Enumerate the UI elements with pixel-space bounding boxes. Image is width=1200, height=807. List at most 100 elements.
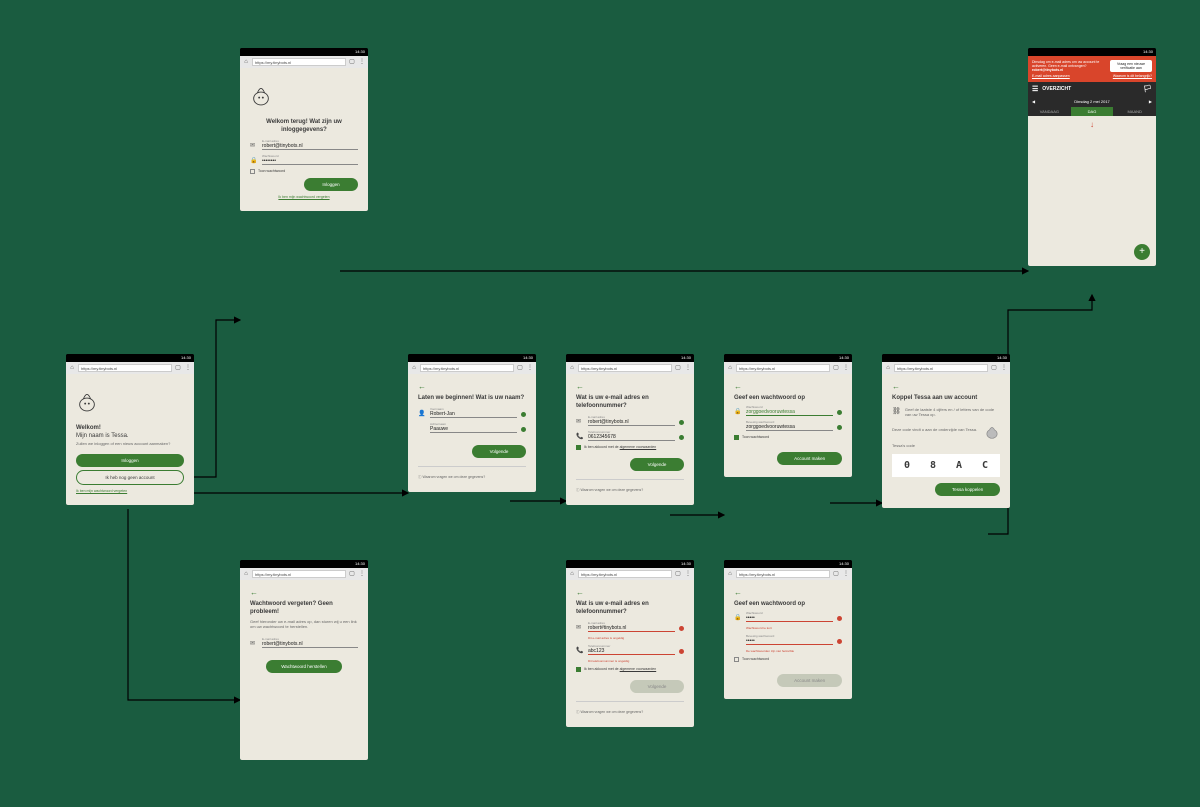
url-bar[interactable]: https://my.tinybots.nl	[578, 570, 672, 578]
next-button[interactable]: Volgende	[630, 458, 684, 471]
info-link[interactable]: ⓘ Waarom vragen we om deze gegevens?	[576, 479, 684, 493]
title: Wachtwoord vergeten? Geen probleem!	[250, 601, 358, 617]
info-link[interactable]: ⓘ Waarom vragen we om deze gegevens?	[576, 701, 684, 715]
url-bar[interactable]: https://my.tinybots.nl	[736, 364, 830, 372]
back-icon[interactable]: ←	[576, 382, 684, 391]
email-icon: ✉	[576, 418, 584, 426]
tabs-icon[interactable]: ▢	[674, 570, 682, 578]
next-button[interactable]: Volgende	[472, 445, 526, 458]
home-icon[interactable]: ⌂	[242, 570, 250, 578]
password-field[interactable]: Wachtwoord••••••••	[262, 154, 358, 165]
link-tessa-button[interactable]: Tessa koppelen	[935, 483, 1000, 496]
firstname-field[interactable]: VoornaamRobert-Jan	[430, 407, 517, 418]
register-button[interactable]: Ik heb nog geen account	[76, 470, 184, 485]
home-icon[interactable]: ⌂	[568, 570, 576, 578]
next-icon[interactable]: ▶	[1149, 99, 1152, 104]
url-bar[interactable]: https://my.tinybots.nl	[578, 364, 672, 372]
home-icon[interactable]: ⌂	[726, 570, 734, 578]
home-icon[interactable]: ⌂	[726, 364, 734, 372]
banner-resend-button[interactable]: Vraag een nieuwe verificatie aan	[1110, 60, 1152, 72]
terms-checkbox[interactable]: Ik ben akkoord met de algemene voorwaard…	[576, 667, 684, 672]
url-bar[interactable]: https://my.tinybots.nl	[252, 58, 346, 66]
tabs-icon[interactable]: ▢	[832, 364, 840, 372]
menu-icon[interactable]: ⋮	[684, 570, 692, 578]
lastname-field[interactable]: AchternaamPaauwe	[430, 422, 517, 433]
tabs-icon[interactable]: ▢	[348, 570, 356, 578]
menu-icon[interactable]: ⋮	[1000, 364, 1008, 372]
confirm-field[interactable]: Bevestig wachtwoordzorggoedvooruwtessa	[746, 420, 833, 431]
email-field[interactable]: E-mail adresrobert#tinybots.nl	[588, 621, 675, 632]
title: Welkom terug! Wat zijn uw inloggegevens?	[250, 119, 358, 135]
forgot-link[interactable]: Ik ben mijn wachtwoord vergeten	[250, 195, 358, 199]
back-icon[interactable]: ←	[892, 382, 1000, 391]
url-bar[interactable]: https://my.tinybots.nl	[736, 570, 830, 578]
status-bar: 14:30	[566, 560, 694, 568]
tabs-icon[interactable]: ▢	[516, 364, 524, 372]
menu-icon[interactable]: ⋮	[526, 364, 534, 372]
forgot-password-link[interactable]: Ik ben mijn wachtwoord vergeten	[76, 489, 184, 493]
email-field[interactable]: E-mail adresrobert@tinybots.nl	[262, 139, 358, 150]
browser-bar: ⌂https://my.tinybots.nl▢⋮	[240, 56, 368, 68]
screen-password: 14:30 ⌂https://my.tinybots.nl▢⋮ ← Geef e…	[724, 354, 852, 477]
home-icon[interactable]: ⌂	[884, 364, 892, 372]
back-icon[interactable]: ←	[418, 382, 526, 391]
tab-today[interactable]: VANDAAG	[1028, 107, 1071, 116]
password-field[interactable]: Wachtwoordzorggoedvooruwtessa	[746, 405, 833, 416]
tabs-icon[interactable]: ▢	[832, 570, 840, 578]
home-icon[interactable]: ⌂	[568, 364, 576, 372]
reset-button[interactable]: Wachtwoord herstellen	[266, 660, 342, 673]
arrow-down-icon: ↓	[1090, 120, 1094, 129]
show-password-checkbox[interactable]: Toon wachtwoord	[250, 169, 358, 174]
url-bar[interactable]: https://my.tinybots.nl	[894, 364, 988, 372]
show-password-checkbox[interactable]: Toon wachtwoord	[734, 435, 842, 440]
info-link[interactable]: ⓘ Waarom vragen we om deze gegevens?	[418, 466, 526, 480]
code-input[interactable]: 08AC	[892, 454, 1000, 477]
phone-field[interactable]: Telefoonnummer0612345678	[588, 430, 675, 441]
tabs-icon[interactable]: ▢	[990, 364, 998, 372]
create-account-button[interactable]: Account maken	[777, 452, 842, 465]
tessa-logo	[76, 386, 98, 412]
menu-icon[interactable]: ⋮	[358, 58, 366, 66]
url-bar[interactable]: https://my.tinybots.nl	[252, 570, 346, 578]
email-field[interactable]: E-mail adresrobert@tinybots.nl	[262, 637, 358, 648]
show-password-checkbox[interactable]: Toon wachtwoord	[734, 657, 842, 662]
menu-icon[interactable]: ⋮	[842, 570, 850, 578]
back-icon[interactable]: ←	[734, 588, 842, 597]
email-field[interactable]: E-mail adresrobert@tinybots.nl	[588, 415, 675, 426]
menu-icon[interactable]: ⋮	[184, 364, 192, 372]
menu-icon[interactable]: ⋮	[684, 364, 692, 372]
tab-month[interactable]: MAAND	[1113, 107, 1156, 116]
home-icon[interactable]: ⌂	[68, 364, 76, 372]
banner-info-link[interactable]: Waarom is dit belangrijk?	[1110, 74, 1152, 78]
terms-checkbox[interactable]: Ik ben akkoord met de algemene voorwaard…	[576, 445, 684, 450]
menu-icon[interactable]: ⋮	[842, 364, 850, 372]
home-icon[interactable]: ⌂	[242, 58, 250, 66]
url-bar[interactable]: https://my.tinybots.nl	[78, 364, 172, 372]
back-icon[interactable]: ←	[734, 382, 842, 391]
home-icon[interactable]: ⌂	[410, 364, 418, 372]
tabs-icon[interactable]: ▢	[348, 58, 356, 66]
back-icon[interactable]: ←	[250, 588, 358, 597]
calendar-body: ↓ +	[1028, 116, 1156, 266]
valid-icon	[521, 427, 526, 432]
flag-icon[interactable]: 🏳	[1143, 85, 1152, 93]
tabs-icon[interactable]: ▢	[174, 364, 182, 372]
intro-text: Zullen we inloggen of een nieuw account …	[76, 441, 184, 446]
menu-icon[interactable]: ⋮	[358, 570, 366, 578]
add-fab[interactable]: +	[1134, 244, 1150, 260]
banner-edit-link[interactable]: E-mail adres aanpassen	[1032, 74, 1107, 78]
password-error-text: Wachtwoord te kort	[746, 626, 842, 630]
back-icon[interactable]: ←	[576, 588, 684, 597]
prev-icon[interactable]: ◀	[1032, 99, 1035, 104]
login-button[interactable]: Inloggen	[304, 178, 358, 191]
hamburger-icon[interactable]: ☰	[1032, 85, 1038, 93]
phone-field[interactable]: Telefoonnummerabc123	[588, 644, 675, 655]
login-button[interactable]: Inloggen	[76, 454, 184, 467]
confirm-field[interactable]: Bevestig wachtwoord•••••	[746, 634, 833, 645]
tabs-icon[interactable]: ▢	[674, 364, 682, 372]
tab-day[interactable]: DAG	[1071, 107, 1114, 116]
url-bar[interactable]: https://my.tinybots.nl	[420, 364, 514, 372]
next-button: Volgende	[630, 680, 684, 693]
password-field[interactable]: Wachtwoord•••••	[746, 611, 833, 622]
screen-email-error: 14:30 ⌂https://my.tinybots.nl▢⋮ ← Wat is…	[566, 560, 694, 727]
